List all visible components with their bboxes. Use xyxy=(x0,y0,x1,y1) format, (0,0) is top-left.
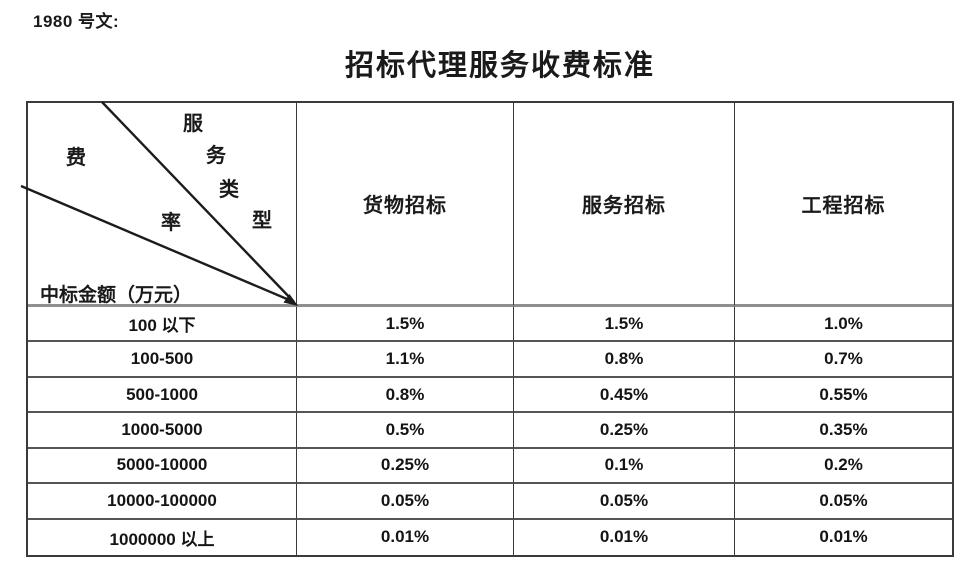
corner-type-axis-char: 类 xyxy=(219,179,239,201)
fee-value: 0.01% xyxy=(297,519,514,555)
row-range-label: 10000-100000 xyxy=(28,484,297,520)
fee-value: 1.5% xyxy=(297,307,514,343)
column-header-engineering: 工程招标 xyxy=(735,103,952,307)
row-range-label: 500-1000 xyxy=(28,377,297,414)
corner-rate-axis-char: 率 xyxy=(161,212,181,234)
table-corner-header-cell: 服 务 类 型 费 率 中标金额（万元） xyxy=(20,101,298,307)
fee-value: 0.35% xyxy=(735,413,952,449)
column-header-services: 服务招标 xyxy=(514,103,735,307)
fee-value: 1.1% xyxy=(297,342,514,378)
fee-value: 1.5% xyxy=(514,307,735,343)
document-reference-label: 1980 号文: xyxy=(33,12,120,31)
fee-value: 0.55% xyxy=(735,378,952,414)
diagonal-divider-lines xyxy=(20,101,298,306)
corner-type-axis-char: 型 xyxy=(252,210,272,232)
fee-value: 0.1% xyxy=(514,448,735,485)
fee-value: 0.5% xyxy=(297,413,514,449)
row-range-label: 100 以下 xyxy=(28,307,297,343)
page-title: 招标代理服务收费标准 xyxy=(344,50,655,82)
fee-value: 0.2% xyxy=(735,449,952,485)
corner-rate-axis-char: 费 xyxy=(66,147,86,169)
fee-value: 0.8% xyxy=(514,342,735,378)
row-range-label: 5000-10000 xyxy=(28,448,297,485)
fee-value: 0.01% xyxy=(514,519,735,555)
fee-value: 0.05% xyxy=(297,484,514,520)
fee-value: 0.01% xyxy=(819,527,868,547)
fee-value: 0.8% xyxy=(297,377,514,414)
fee-standard-table: 服 务 类 型 费 率 中标金额（万元） 货物招标 服务招标 工程招标 100 … xyxy=(20,101,954,557)
corner-type-axis-char: 服 xyxy=(183,113,203,135)
fee-value: 0.05% xyxy=(735,484,952,520)
corner-amount-axis-label: 中标金额（万元） xyxy=(40,285,193,306)
fee-value: 0.7% xyxy=(735,342,952,378)
row-range-label: 1000-5000 xyxy=(28,413,297,449)
fee-value: 0.05% xyxy=(514,484,735,520)
corner-type-axis-char: 务 xyxy=(206,145,226,167)
fee-value: 0.25% xyxy=(297,448,514,485)
fee-value: 0.25% xyxy=(514,413,735,449)
fee-value: 1.0% xyxy=(735,307,952,343)
row-range-label: 1000000 以上 xyxy=(28,519,297,555)
row-range-label: 100-500 xyxy=(28,342,297,378)
diagonal-arrowhead-icon xyxy=(283,294,298,306)
fee-value: 0.45% xyxy=(514,377,735,414)
column-header-goods: 货物招标 xyxy=(297,103,514,307)
